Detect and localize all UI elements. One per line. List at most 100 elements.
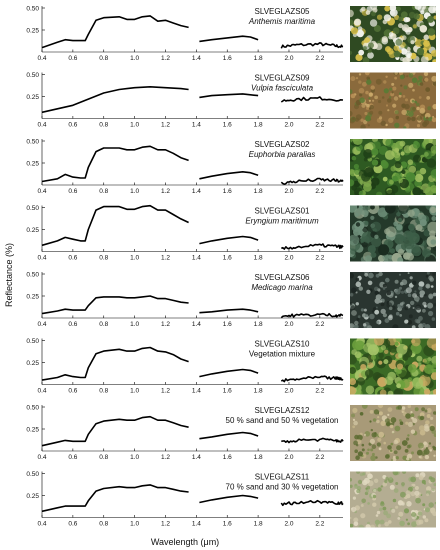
x-tick-label: 1.6	[223, 188, 232, 195]
photo-texture-spot	[370, 455, 376, 461]
photo-texture-spot	[401, 170, 406, 174]
x-tick-label: 1.2	[161, 388, 170, 395]
photo-texture-spot	[393, 455, 396, 459]
spectrum-panel-2: 0.25 0.50 0.4 0.6 0.8 1.0 1.2 1.4 1.6 1.8 2.0 2.2 SL…	[26, 72, 436, 129]
photo-texture-spot	[361, 498, 367, 504]
photo-texture-spot	[387, 390, 394, 395]
photo-texture-spot	[383, 359, 389, 365]
photo-texture-spot	[387, 109, 390, 112]
photo-texture-spot	[372, 494, 377, 499]
photo-texture-spot	[425, 87, 431, 92]
photo-texture-spot	[393, 50, 401, 58]
photo-texture-spot	[366, 485, 371, 490]
photo-texture-spot	[411, 77, 418, 83]
spectrum-panel-7: 0.25 0.50 0.4 0.6 0.8 1.0 1.2 1.4 1.6 1.8 2.0 2.2 SL…	[26, 404, 436, 461]
photo-texture-spot	[362, 46, 367, 51]
spectrum-line-segment-2	[199, 235, 259, 245]
photo-texture-spot	[431, 216, 436, 221]
photo-texture-spot	[367, 124, 370, 127]
photo-texture-spot	[368, 97, 371, 100]
photo-texture-spot	[403, 85, 408, 90]
photo-texture-spot	[422, 503, 426, 507]
photo-texture-spot	[385, 189, 396, 195]
photo-texture-spot	[383, 510, 388, 516]
photo-texture-spot	[401, 279, 408, 286]
x-tick-label: 0.8	[99, 454, 108, 461]
photo-texture-spot	[387, 315, 393, 321]
sample-code-label: SLVEGLAZS09	[255, 74, 311, 83]
sample-code-label: SLVEGLAZS11	[255, 473, 310, 482]
photo-texture-spot	[377, 524, 381, 528]
sample-description-label: Vegetation mixture	[249, 350, 316, 359]
photo-texture-spot	[385, 104, 389, 107]
photo-texture-spot	[412, 187, 422, 195]
photo-texture-spot	[351, 287, 357, 294]
photo-texture-spot	[399, 92, 402, 95]
photo-texture-spot	[426, 116, 429, 120]
photo-texture-spot	[373, 25, 381, 32]
photo-texture-spot	[370, 428, 373, 432]
photo-texture-spot	[392, 103, 397, 108]
photo-texture-spot	[365, 385, 375, 395]
photo-texture-spot	[363, 433, 367, 436]
photo-texture-spot	[382, 176, 388, 182]
x-tick-label: 1.6	[223, 388, 232, 395]
photo-texture-spot	[403, 508, 410, 514]
x-tick-label: 0.8	[99, 255, 108, 262]
x-tick-label: 0.6	[68, 122, 77, 129]
photo-texture-spot	[392, 324, 399, 328]
x-tick-label: 1.8	[254, 122, 263, 129]
photo-texture-spot	[399, 520, 405, 527]
spectrum-line-segment-1	[41, 86, 189, 114]
photo-texture-spot	[428, 275, 433, 281]
photo-texture-spot	[428, 293, 434, 299]
photo-texture-spot	[402, 95, 406, 98]
photo-texture-spot	[416, 449, 423, 456]
photo-texture-spot	[374, 290, 379, 296]
photo-texture-spot	[350, 367, 356, 374]
photo-texture-spot	[399, 140, 406, 147]
photo-texture-spot	[423, 52, 429, 58]
photo-texture-spot	[431, 317, 436, 321]
y-tick-label: 0.25	[26, 360, 39, 367]
x-tick-label: 1.2	[161, 321, 170, 328]
photo-texture-spot	[352, 496, 356, 500]
photo-texture-spot	[423, 358, 430, 365]
spectrum-line-segment-2	[199, 35, 259, 43]
sample-photo-silvery-leaves	[350, 272, 436, 328]
photo-texture-spot	[400, 84, 403, 87]
x-tick-label: 1.4	[192, 521, 201, 528]
photo-texture-spot	[389, 87, 393, 91]
photo-texture-spot	[404, 449, 409, 453]
photo-texture-spot	[375, 273, 380, 278]
photo-texture-spot	[350, 477, 353, 482]
photo-texture-spot	[382, 283, 387, 288]
photo-texture-spot	[376, 510, 381, 515]
photo-texture-spot	[434, 502, 436, 505]
photo-texture-spot	[371, 177, 380, 186]
x-tick-label: 1.8	[254, 188, 263, 195]
photo-texture-spot	[358, 73, 362, 76]
photo-texture-spot	[428, 502, 434, 508]
x-tick-label: 0.8	[99, 55, 108, 62]
x-tick-label: 1.6	[223, 521, 232, 528]
photo-texture-spot	[395, 482, 399, 485]
photo-texture-spot	[398, 16, 404, 22]
x-tick-label: 2.0	[284, 454, 293, 461]
photo-texture-spot	[350, 523, 354, 528]
spectrum-line-segment-1	[41, 346, 189, 381]
y-tick-label: 0.50	[26, 138, 39, 145]
photo-texture-spot	[367, 521, 370, 525]
photo-texture-spot	[410, 342, 422, 354]
photo-texture-spot	[405, 172, 416, 182]
photo-texture-spot	[412, 88, 415, 92]
photo-texture-spot	[371, 236, 382, 248]
x-tick-label: 2.2	[315, 454, 324, 461]
photo-texture-spot	[401, 103, 406, 109]
photo-texture-spot	[427, 15, 434, 23]
x-tick-label: 2.2	[315, 321, 324, 328]
photo-texture-spot	[362, 323, 367, 327]
species-name-label: Anthemis maritima	[248, 17, 316, 26]
spectrum-line-segment-2	[199, 494, 259, 504]
photo-texture-spot	[372, 141, 381, 150]
